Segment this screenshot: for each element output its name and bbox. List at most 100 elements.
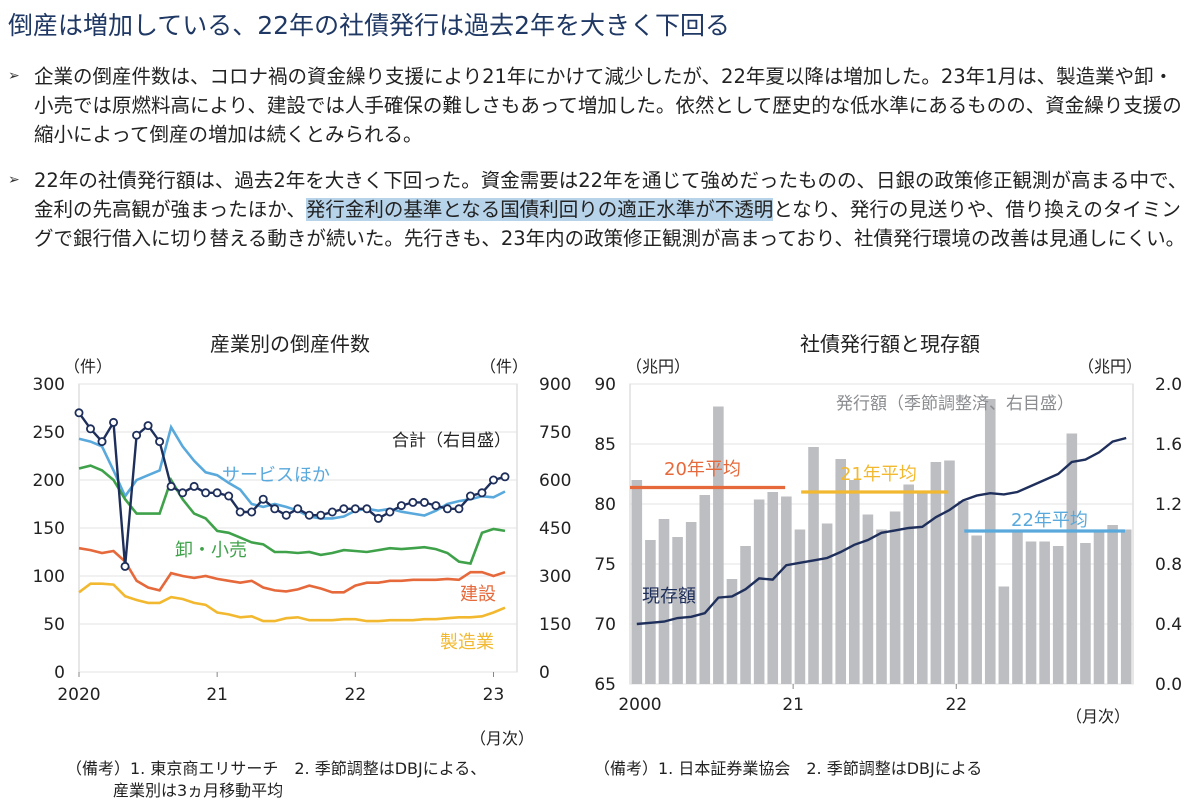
issuance-bar [971, 535, 982, 684]
chart1-right-tick: 150 [539, 615, 571, 635]
chart1-right-tick: 450 [539, 519, 571, 539]
chart2-right-tick: 0.0 [1155, 675, 1182, 695]
total-point [247, 507, 257, 517]
total-point [109, 417, 119, 427]
total-point [385, 507, 395, 517]
chart1-note-2: 産業別は3ヵ月移動平均 [113, 781, 284, 800]
series-label-outstanding: 現存額 [642, 586, 696, 607]
issuance-bar [944, 460, 955, 684]
total-point [454, 504, 464, 514]
chart2-right-unit: （兆円） [1078, 357, 1142, 376]
avg-label-22: 22年平均 [1011, 510, 1088, 531]
total-point [293, 504, 303, 514]
issuance-bar [930, 462, 942, 684]
chart1-x-unit: （月次） [470, 729, 534, 748]
issuance-bar [957, 501, 969, 684]
bullet-1-text: 企業の倒産件数は、コロナ禍の資金繰り支援により21年にかけて減少したが、22年夏… [34, 65, 1182, 146]
chart1-left-tick: 0 [54, 663, 65, 683]
chart2-left-tick: 75 [594, 555, 616, 575]
total-point [465, 491, 475, 501]
issuance-bar [1025, 541, 1037, 684]
issuance-bar [1052, 546, 1064, 684]
issuance-bar [685, 522, 697, 684]
issuance-bar [740, 546, 751, 684]
total-point [132, 430, 142, 440]
chart2-right-tick: 0.4 [1155, 615, 1182, 635]
series-line-2 [78, 546, 506, 594]
chart2-right-tick: 0.8 [1155, 555, 1182, 575]
chart1-title: 産業別の倒産件数 [210, 332, 370, 356]
total-point [362, 504, 372, 514]
issuance-bar [713, 406, 724, 684]
bullet-2: ➢ 22年の社債発行額は、過去2年を大きく下回った。資金需要は22年を通じて強め… [8, 166, 1192, 253]
series-label-wholesale: 卸・小売 [175, 540, 247, 561]
total-point [488, 475, 498, 485]
series-label-manufacturing: 製造業 [440, 632, 494, 653]
issuance-bar [889, 511, 901, 684]
chart1-left-tick: 300 [33, 375, 65, 395]
total-point [477, 488, 487, 498]
chart1-x-tick: 22 [345, 685, 367, 705]
chart2-left-unit: （兆円） [626, 357, 690, 376]
total-point [97, 437, 107, 447]
chart1-right-unit: （件） [480, 357, 528, 376]
chart2-left-tick: 80 [594, 495, 616, 515]
issuance-bar [835, 459, 847, 684]
chart2-x-tick: 21 [782, 695, 804, 715]
total-point [431, 501, 441, 511]
total-point [86, 424, 96, 434]
total-point [270, 504, 280, 514]
total-point [224, 491, 234, 501]
total-point [258, 494, 268, 504]
total-point [143, 421, 153, 431]
series-label-services: サービスほか [222, 465, 330, 486]
chart1-left-unit: （件） [64, 357, 112, 376]
issuance-bar [631, 480, 643, 684]
total-point [304, 510, 314, 520]
series-label-issuance: 発行額（季節調整済、右目盛） [836, 394, 1074, 414]
outstanding-line [636, 436, 1127, 626]
issuance-bar [1012, 529, 1023, 684]
issuance-bar [1107, 525, 1118, 684]
issuance-bar [658, 519, 670, 684]
chart1-left-tick: 200 [33, 471, 65, 491]
total-point [74, 408, 84, 418]
chart2-x-tick: 2000 [618, 695, 661, 715]
chart1-left-tick: 100 [33, 567, 65, 587]
issuance-bar [726, 579, 738, 684]
issuance-bar [672, 537, 683, 684]
chart2-title: 社債発行額と現存額 [800, 332, 980, 356]
chart2-left-tick: 65 [594, 675, 616, 695]
issuance-bar [876, 529, 887, 684]
issuance-bar [767, 492, 779, 684]
issuance-bar [916, 492, 928, 684]
total-point [281, 510, 291, 520]
total-point [419, 497, 429, 507]
total-point [120, 561, 130, 571]
issuance-bar [821, 523, 833, 684]
issuance-bar [1120, 529, 1132, 684]
chart1-right-tick: 300 [539, 567, 571, 587]
total-point [155, 437, 165, 447]
bullet-2-text-before: 22年の社債発行額は、過去2年を大きく下回った。資金需要は22年を通じて強めだっ… [34, 169, 1188, 221]
total-point [442, 504, 452, 514]
series-label-construction: 建設 [460, 584, 496, 605]
chart1-x-tick: 21 [206, 685, 228, 705]
total-point [350, 504, 360, 514]
issuance-bar [808, 447, 819, 684]
chart1-right-tick: 750 [539, 423, 571, 443]
chart1-x-tick: 2020 [57, 685, 100, 705]
bullet-2-text: 22年の社債発行額は、過去2年を大きく下回った。資金需要は22年を通じて強めだっ… [8, 166, 1192, 253]
issuance-bar [903, 484, 914, 684]
chart1-x-tick: 23 [483, 685, 505, 705]
chart1-left-tick: 50 [43, 615, 65, 635]
total-point [178, 488, 188, 498]
arrow-bullet-icon: ➢ [8, 172, 20, 188]
chart2-left-tick: 70 [594, 615, 616, 635]
bullet-2-text-after: となり、発行の見送りや、借り換えのタイミングで銀行借入に切り替える動きが続いた。… [34, 198, 1186, 250]
total-point [373, 513, 383, 523]
bullet-1: ➢ 企業の倒産件数は、コロナ禍の資金繰り支援により21年にかけて減少したが、22… [8, 62, 1192, 149]
chart1-right-tick: 900 [539, 375, 571, 395]
total-point [327, 507, 337, 517]
issuance-bar [1066, 433, 1078, 684]
